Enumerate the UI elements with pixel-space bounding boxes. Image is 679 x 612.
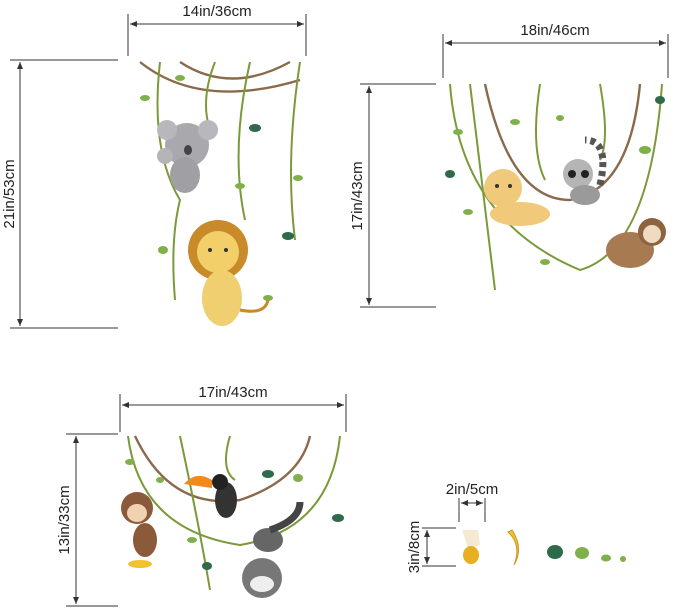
decal-set-3: 17in/43cm 13in/33cm (56, 384, 347, 607)
leaf-illustration (547, 545, 563, 559)
vines-illustration (445, 83, 665, 291)
toucan-illustration (184, 474, 237, 518)
height-label: 17in/43cm (349, 161, 366, 230)
peeled-banana-illustration (462, 530, 480, 564)
vines-illustration (125, 435, 344, 591)
leaf-illustration (601, 554, 611, 562)
width-label: 18in/46cm (520, 22, 589, 39)
sloth-illustration (606, 218, 666, 268)
koala-illustration (157, 120, 218, 193)
lion-illustration (188, 220, 270, 326)
decal-set-2: 18in/46cm 17in/43cm (349, 22, 669, 308)
monkey-illustration (121, 492, 157, 568)
height-label: 13in/33cm (56, 485, 73, 554)
leaf-illustration (575, 547, 589, 559)
vines-illustration (139, 60, 303, 301)
width-label: 17in/43cm (198, 384, 267, 401)
width-label: 14in/36cm (182, 3, 251, 20)
lemur-illustration (563, 136, 607, 205)
leaf-illustration (620, 556, 626, 562)
banana-illustration (507, 529, 519, 566)
width-label: 2in/5cm (446, 481, 499, 498)
height-label: 21in/53cm (1, 159, 18, 228)
cat-illustration (242, 501, 304, 598)
leopard-illustration (484, 169, 550, 226)
decal-set-1: 14in/36cm 21in/53cm (1, 3, 307, 329)
height-label: 3in/8cm (406, 521, 423, 574)
decal-set-4: 2in/5cm 3in/8cm (406, 481, 626, 573)
